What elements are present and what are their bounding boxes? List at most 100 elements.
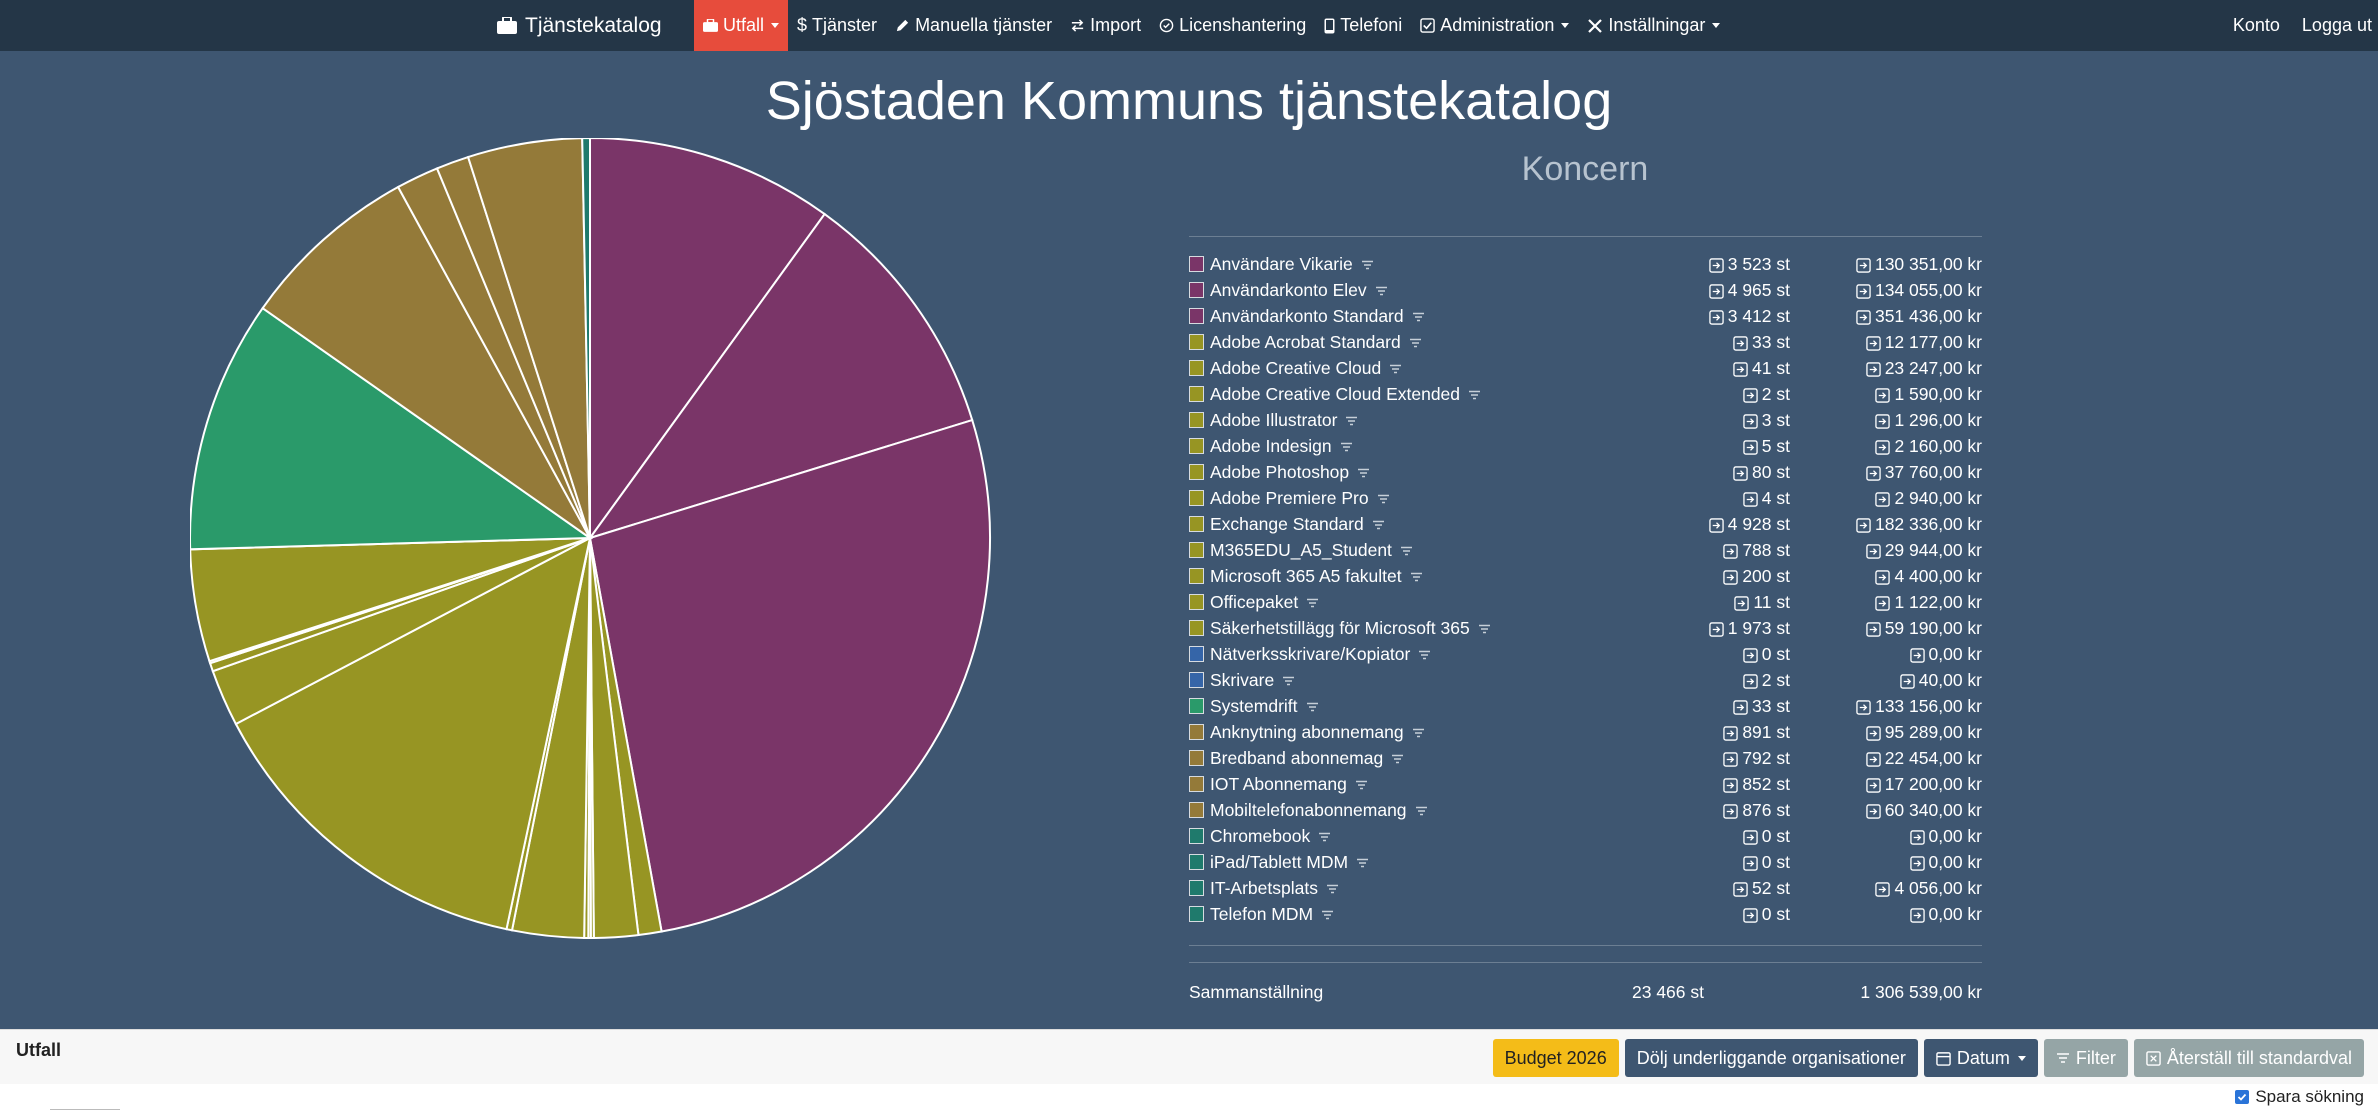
arrow-right-box-icon[interactable] <box>1709 309 1724 325</box>
pie-slice[interactable] <box>261 185 591 539</box>
nav-item-tjanster[interactable]: $ Tjänster <box>788 0 886 51</box>
arrow-right-box-icon[interactable] <box>1865 621 1881 637</box>
arrow-right-box-icon[interactable] <box>1723 751 1739 767</box>
arrow-right-box-icon[interactable] <box>1743 387 1758 403</box>
filter-icon[interactable] <box>1410 566 1423 587</box>
arrow-right-box-icon[interactable] <box>1909 907 1925 923</box>
filter-icon[interactable] <box>1356 852 1369 873</box>
arrow-right-box-icon[interactable] <box>1709 621 1724 637</box>
filter-icon[interactable] <box>1345 410 1358 431</box>
arrow-right-box-icon[interactable] <box>1734 595 1750 611</box>
nav-item-installningar[interactable]: Inställningar <box>1578 0 1729 51</box>
filter-icon[interactable] <box>1372 514 1385 535</box>
arrow-right-box-icon[interactable] <box>1723 543 1739 559</box>
arrow-right-box-icon[interactable] <box>1856 517 1871 533</box>
arrow-right-box-icon[interactable] <box>1709 283 1724 299</box>
arrow-right-box-icon[interactable] <box>1865 361 1881 377</box>
arrow-right-box-icon[interactable] <box>1743 439 1758 455</box>
filter-icon[interactable] <box>1340 436 1353 457</box>
nav-item-administration[interactable]: Administration <box>1411 0 1578 51</box>
filter-icon[interactable] <box>1389 358 1402 379</box>
arrow-right-box-icon[interactable] <box>1723 725 1739 741</box>
filter-icon[interactable] <box>1326 878 1339 899</box>
arrow-right-box-icon[interactable] <box>1865 725 1881 741</box>
arrow-right-box-icon[interactable] <box>1723 569 1739 585</box>
arrow-right-box-icon[interactable] <box>1733 881 1748 897</box>
pie-slice[interactable] <box>190 306 594 551</box>
arrow-right-box-icon[interactable] <box>1723 803 1739 819</box>
nav-item-telefoni[interactable]: Telefoni <box>1315 0 1411 51</box>
filter-icon[interactable] <box>1400 540 1413 561</box>
arrow-right-box-icon[interactable] <box>1875 881 1891 897</box>
arrow-right-box-icon[interactable] <box>1743 673 1758 689</box>
arrow-right-box-icon[interactable] <box>1709 257 1724 273</box>
arrow-right-box-icon[interactable] <box>1865 803 1881 819</box>
checkbox-checked-icon[interactable] <box>2235 1090 2250 1104</box>
arrow-right-box-icon[interactable] <box>1865 751 1881 767</box>
logout-link[interactable]: Logga ut <box>2301 15 2372 35</box>
nav-item-import[interactable]: Import <box>1061 0 1150 51</box>
hide-orgs-button[interactable]: Dölj underliggande organisationer <box>1624 1039 1918 1077</box>
filter-icon[interactable] <box>1361 254 1374 275</box>
filter-icon[interactable] <box>1409 332 1422 353</box>
arrow-right-box-icon[interactable] <box>1875 387 1891 403</box>
arrow-right-box-icon[interactable] <box>1875 491 1891 507</box>
arrow-right-box-icon[interactable] <box>1743 647 1758 663</box>
date-button[interactable]: Datum <box>1923 1039 2038 1077</box>
arrow-right-box-icon[interactable] <box>1733 335 1748 351</box>
arrow-right-box-icon[interactable] <box>1743 829 1758 845</box>
arrow-right-box-icon[interactable] <box>1709 517 1724 533</box>
pie-slice[interactable] <box>588 418 991 933</box>
arrow-right-box-icon[interactable] <box>1909 855 1925 871</box>
save-search-toggle[interactable]: Spara sökning <box>2235 1087 2364 1107</box>
filter-icon[interactable] <box>1468 384 1481 405</box>
filter-icon[interactable] <box>1321 904 1334 925</box>
arrow-right-box-icon[interactable] <box>1865 465 1881 481</box>
nav-item-utfall[interactable]: Utfall <box>694 0 789 51</box>
arrow-right-box-icon[interactable] <box>1743 491 1758 507</box>
nav-item-licenshantering[interactable]: Licenshantering <box>1150 0 1315 51</box>
arrow-right-box-icon[interactable] <box>1875 439 1891 455</box>
budget-button[interactable]: Budget 2026 <box>1492 1039 1619 1077</box>
arrow-right-box-icon[interactable] <box>1743 413 1758 429</box>
arrow-right-box-icon[interactable] <box>1909 647 1925 663</box>
arrow-right-box-icon[interactable] <box>1875 569 1891 585</box>
arrow-right-box-icon[interactable] <box>1743 855 1758 871</box>
arrow-right-box-icon[interactable] <box>1743 907 1758 923</box>
reset-button[interactable]: Återställ till standardval <box>2133 1039 2364 1077</box>
pie-slice[interactable] <box>234 536 592 931</box>
filter-icon[interactable] <box>1357 462 1370 483</box>
arrow-right-box-icon[interactable] <box>1865 777 1881 793</box>
filter-icon[interactable] <box>1391 748 1404 769</box>
filter-button[interactable]: Filter <box>2043 1039 2128 1077</box>
nav-item-manuella-tjanster[interactable]: Manuella tjänster <box>886 0 1061 51</box>
arrow-right-box-icon[interactable] <box>1856 283 1871 299</box>
arrow-right-box-icon[interactable] <box>1723 777 1739 793</box>
filter-icon[interactable] <box>1377 488 1390 509</box>
arrow-right-box-icon[interactable] <box>1909 829 1925 845</box>
filter-icon[interactable] <box>1282 670 1295 691</box>
pie-slice[interactable] <box>581 138 591 539</box>
arrow-right-box-icon[interactable] <box>1865 335 1881 351</box>
arrow-right-box-icon[interactable] <box>1856 309 1871 325</box>
filter-icon[interactable] <box>1415 800 1428 821</box>
filter-icon[interactable] <box>1375 280 1388 301</box>
filter-icon[interactable] <box>1478 618 1491 639</box>
filter-icon[interactable] <box>1412 306 1425 327</box>
arrow-right-box-icon[interactable] <box>1856 257 1871 273</box>
arrow-right-box-icon[interactable] <box>1733 699 1748 715</box>
account-link[interactable]: Konto <box>2232 15 2280 35</box>
arrow-right-box-icon[interactable] <box>1856 699 1871 715</box>
filter-icon[interactable] <box>1418 644 1431 665</box>
filter-icon[interactable] <box>1306 696 1319 717</box>
brand-link[interactable]: Tjänstekatalog <box>497 0 662 51</box>
arrow-right-box-icon[interactable] <box>1733 361 1748 377</box>
filter-icon[interactable] <box>1318 826 1331 847</box>
arrow-right-box-icon[interactable] <box>1865 543 1881 559</box>
arrow-right-box-icon[interactable] <box>1733 465 1748 481</box>
filter-icon[interactable] <box>1306 592 1319 613</box>
pie-slice[interactable] <box>589 138 827 542</box>
pie-slice[interactable] <box>587 212 974 540</box>
arrow-right-box-icon[interactable] <box>1900 673 1915 689</box>
arrow-right-box-icon[interactable] <box>1875 413 1891 429</box>
